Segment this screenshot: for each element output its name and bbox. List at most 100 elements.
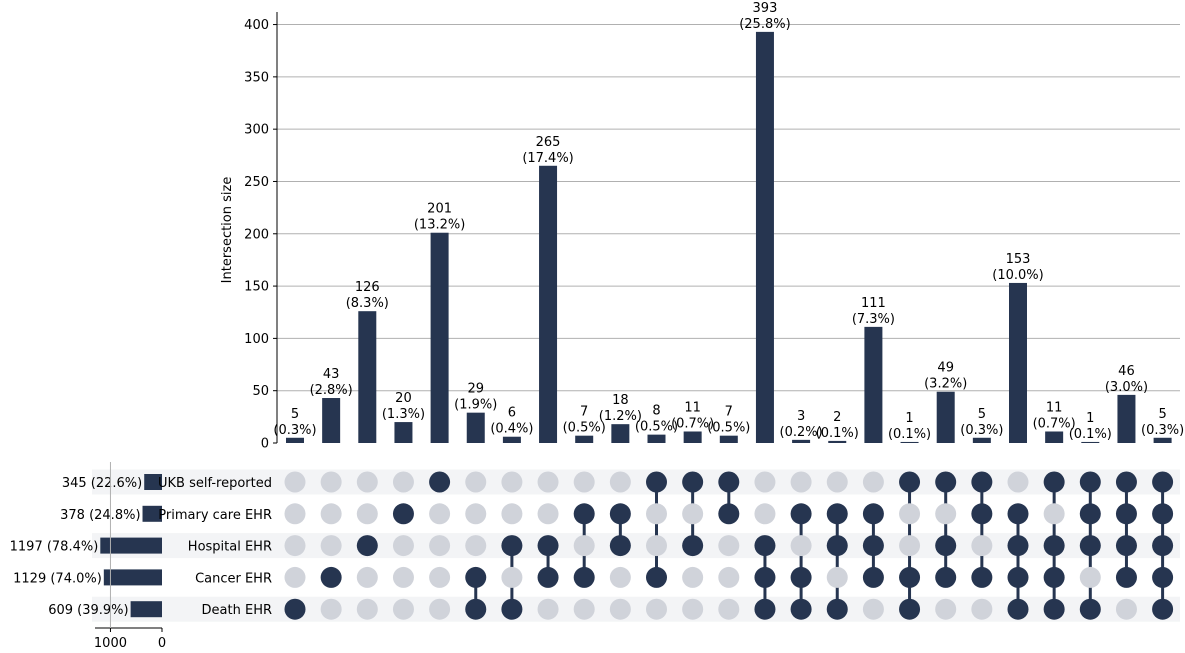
bar-value-label: 265: [536, 135, 561, 150]
matrix-dot-active: [754, 535, 776, 557]
bar-value-label: 49: [937, 361, 954, 376]
matrix-dot-active: [1043, 471, 1065, 493]
matrix-dot-active: [1007, 535, 1029, 557]
bar-value-label: 11: [684, 400, 701, 415]
bar-percent-label: (1.3%): [382, 407, 425, 422]
matrix-dot-inactive: [682, 598, 704, 620]
matrix-dot-active: [609, 503, 631, 525]
matrix-dot-inactive: [429, 566, 451, 588]
matrix-dot-inactive: [392, 598, 414, 620]
matrix-dot-active: [971, 471, 993, 493]
bar-value-label: 153: [1006, 252, 1031, 267]
bar-percent-label: (3.2%): [924, 377, 967, 392]
matrix-dot-inactive: [537, 598, 559, 620]
matrix-dot-inactive: [682, 503, 704, 525]
matrix-dot-inactive: [392, 471, 414, 493]
matrix-dot-active: [682, 535, 704, 557]
y-axis: 0 50 100 150 200 250 300 350 400: [244, 12, 278, 452]
set-size-tick-label: 1000: [94, 636, 127, 651]
intersection-bar: [792, 439, 811, 443]
set-size-label: 378 (24.8%): [60, 508, 140, 523]
bar-value-label: 1: [1086, 411, 1094, 426]
intersection-bar: [322, 398, 341, 443]
intersection-bar: [502, 436, 521, 443]
bar-percent-label: (0.3%): [960, 423, 1003, 438]
matrix-dot-inactive: [320, 471, 342, 493]
matrix-dot-inactive: [356, 566, 378, 588]
set-name-label: Death EHR: [202, 603, 272, 618]
intersection-bar: [286, 437, 304, 443]
matrix-dot-inactive: [718, 535, 740, 557]
set-name-labels: UKB self-reported Primary care EHR Hospita…: [158, 476, 272, 618]
matrix-dot-inactive: [609, 471, 631, 493]
matrix-dot-inactive: [356, 471, 378, 493]
bar-value-label: 111: [861, 296, 886, 311]
bar-value-label: 43: [323, 367, 340, 382]
matrix-dot-active: [899, 471, 921, 493]
y-tick-label: 150: [244, 280, 269, 295]
bar-value-label: 8: [652, 404, 660, 419]
matrix-dot-inactive: [537, 503, 559, 525]
matrix-dot-inactive: [284, 471, 306, 493]
bar-value-label: 3: [797, 409, 805, 424]
matrix-dot-active: [935, 535, 957, 557]
set-size-label: 345 (22.6%): [62, 476, 142, 491]
matrix-dot-inactive: [465, 503, 487, 525]
matrix-dot-active: [1043, 566, 1065, 588]
matrix-dot-inactive: [971, 598, 993, 620]
matrix-dot-inactive: [573, 598, 595, 620]
intersection-bar: [683, 431, 702, 443]
bar-percent-label: (1.9%): [454, 398, 497, 413]
bar-percent-label: (7.3%): [852, 312, 895, 327]
matrix-dot-inactive: [718, 598, 740, 620]
set-name-label: Hospital EHR: [188, 540, 272, 555]
intersection-bar: [936, 391, 955, 443]
matrix-row-stripe: [92, 469, 1180, 495]
matrix-dot-active: [899, 566, 921, 588]
set-size-axis: 1000 0: [94, 462, 166, 651]
matrix-dot-inactive: [899, 503, 921, 525]
set-name-label: Cancer EHR: [195, 571, 272, 586]
matrix-dot-active: [537, 535, 559, 557]
set-name-label: Primary care EHR: [158, 508, 272, 523]
bar-value-label: 46: [1118, 364, 1135, 379]
matrix-dot-active: [862, 566, 884, 588]
matrix-dot-active: [429, 471, 451, 493]
matrix-dot-inactive: [320, 503, 342, 525]
matrix-dot-inactive: [356, 503, 378, 525]
bar-percent-label: (0.2%): [780, 425, 823, 440]
y-axis-label: Intersection size: [220, 177, 235, 284]
matrix-dot-active: [682, 471, 704, 493]
y-tick-label: 0: [261, 437, 269, 452]
intersection-bar: [647, 434, 666, 443]
matrix-dot-inactive: [754, 503, 776, 525]
matrix-dot-inactive: [429, 535, 451, 557]
intersection-bar: [358, 311, 377, 443]
bar-value-label: 393: [753, 1, 778, 16]
bar-value-label: 201: [427, 202, 452, 217]
matrix-dot-active: [1115, 566, 1137, 588]
matrix-dot-active: [754, 566, 776, 588]
bar-percent-label: (25.8%): [739, 17, 790, 32]
matrix-dot-inactive: [284, 503, 306, 525]
bar-percent-label: (1.2%): [599, 409, 642, 424]
matrix-dot-inactive: [1007, 471, 1029, 493]
matrix-dot-active: [1152, 535, 1174, 557]
matrix-dot-active: [1079, 535, 1101, 557]
bar-percent-label: (0.1%): [1069, 427, 1112, 442]
matrix-dot-active: [790, 503, 812, 525]
bar-value-label: 7: [580, 405, 588, 420]
matrix-dot-active: [501, 535, 523, 557]
matrix-dot-inactive: [971, 535, 993, 557]
bar-value-label: 11: [1046, 400, 1063, 415]
set-size-bar: [100, 537, 162, 554]
intersection-bar: [1009, 282, 1027, 443]
y-tick-label: 350: [244, 70, 269, 85]
matrix-dot-active: [1007, 566, 1029, 588]
matrix-dot-inactive: [573, 471, 595, 493]
bar-value-label: 1: [905, 411, 913, 426]
bar-value-label: 5: [978, 407, 986, 422]
matrix-dot-inactive: [754, 471, 776, 493]
matrix-dot-inactive: [356, 598, 378, 620]
matrix-dot-active: [899, 598, 921, 620]
